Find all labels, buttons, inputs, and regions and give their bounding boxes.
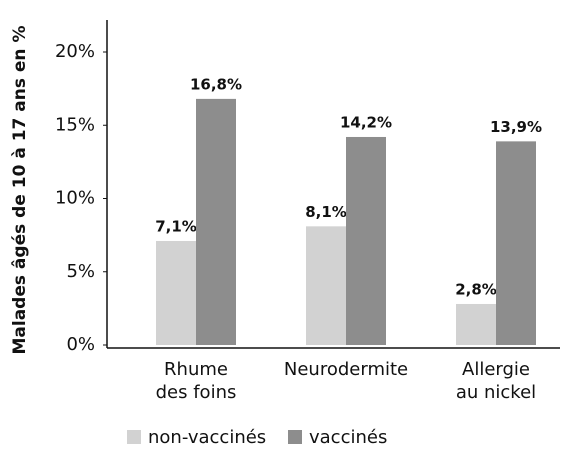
legend-label: non-vaccinés [148,427,266,448]
y-axis-label: Malades âgés de 10 à 17 ans en % [10,26,30,355]
bar [306,226,346,345]
x-tick-label: Rhume des foins [155,359,237,403]
y-tick-label: 15% [55,114,95,135]
legend-swatch [288,430,302,444]
legend-swatch [127,430,141,444]
value-label: 13,9% [490,118,542,136]
bar [196,98,236,345]
bar [496,141,536,345]
legend-label: vaccinés [309,427,387,448]
y-tick-label: 20% [55,41,95,62]
value-label: 14,2% [340,113,392,131]
x-tick-label: Allergie au nickel [455,359,537,403]
bar [156,240,196,345]
y-tick-label: 5% [66,261,95,282]
value-label: 7,1% [155,217,197,235]
value-label: 8,1% [305,203,347,221]
y-tick-label: 10% [55,188,95,209]
value-label: 2,8% [455,280,497,298]
bar [346,136,386,345]
y-tick-label: 0% [66,334,95,355]
value-label: 16,8% [190,75,242,93]
x-tick-label: Neurodermite [283,359,409,380]
bar [456,303,496,345]
